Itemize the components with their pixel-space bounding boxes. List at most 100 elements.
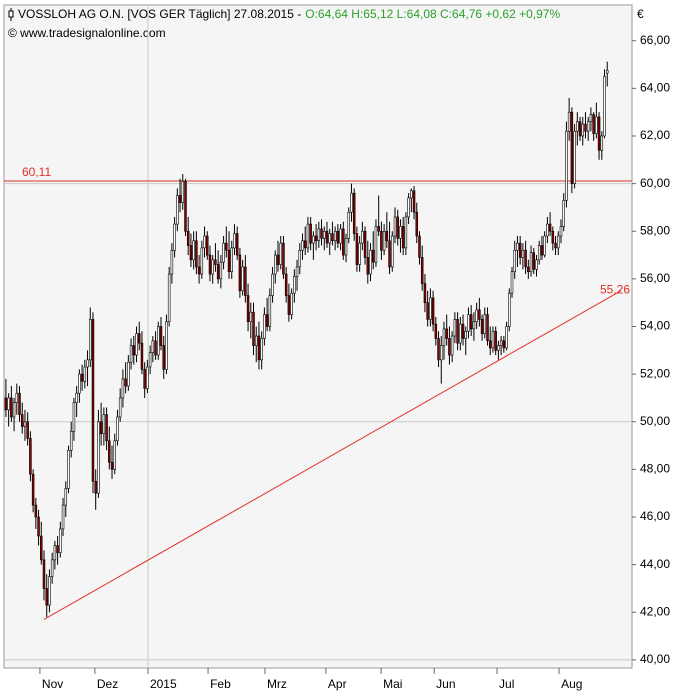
candle-body — [510, 271, 514, 294]
candle-body — [404, 216, 408, 249]
candle-body — [118, 397, 122, 418]
candle-body — [491, 330, 495, 349]
candle-body — [61, 504, 65, 530]
candle-body — [124, 378, 127, 387]
candle-body — [323, 230, 326, 239]
candle-body — [67, 450, 70, 489]
candle-body — [140, 342, 144, 370]
candle-body — [576, 121, 579, 132]
candle-body — [423, 283, 427, 303]
candle-body — [37, 516, 40, 537]
candle-body — [287, 295, 291, 315]
candle-body — [529, 252, 533, 273]
candle-body — [284, 273, 288, 296]
candle-body — [263, 314, 266, 339]
candle-body — [344, 238, 348, 256]
candle-body — [244, 266, 247, 296]
candle-body — [306, 223, 310, 249]
candle-body — [415, 211, 419, 237]
candle-body — [320, 228, 323, 239]
candle-body — [203, 235, 206, 249]
candle-body — [532, 252, 536, 270]
candle-body — [317, 228, 321, 242]
candle-body — [524, 249, 527, 268]
candle-body — [535, 259, 538, 270]
candle-body — [429, 297, 432, 320]
candle-body — [494, 330, 497, 351]
candle-body — [554, 242, 557, 249]
candle-body — [374, 226, 378, 263]
candle-body — [597, 116, 601, 151]
candle-body — [132, 345, 136, 356]
y-tick-label: 66,00 — [640, 33, 670, 47]
candle-body — [53, 545, 57, 561]
candle-body — [31, 473, 35, 506]
candle-body — [137, 333, 141, 344]
candle-body — [7, 397, 10, 411]
candle-body — [113, 440, 116, 470]
candle-body — [339, 228, 342, 244]
candle-body — [268, 295, 272, 327]
y-tick-label: 42,00 — [640, 604, 670, 618]
candle-body — [99, 421, 103, 434]
candle-body — [34, 504, 38, 518]
candle-body — [249, 311, 253, 323]
candle-body — [546, 223, 549, 237]
candle-body — [48, 576, 51, 606]
symbol-icon — [8, 8, 14, 21]
candle-body — [23, 421, 27, 427]
candle-body — [167, 273, 171, 323]
source: © www.tradesignalonline.com — [8, 26, 166, 40]
candle-body — [431, 297, 435, 325]
candle-body — [75, 392, 78, 404]
candle-body — [162, 345, 165, 370]
candle-body — [206, 235, 209, 256]
candle-body — [235, 233, 239, 256]
candle-body — [254, 335, 258, 346]
candle-body — [342, 228, 345, 256]
candle-body — [605, 69, 609, 74]
candle-body — [548, 223, 552, 232]
candle-body — [129, 345, 133, 363]
candle-body — [333, 230, 337, 242]
candle-body — [442, 328, 446, 346]
candle-body — [521, 249, 525, 258]
candle-body — [298, 249, 302, 268]
candle-body — [94, 480, 97, 494]
candle-body — [567, 111, 571, 132]
candle-body — [401, 226, 405, 249]
candle-body — [192, 240, 195, 261]
candle-body — [420, 257, 424, 284]
candle-body — [69, 430, 73, 451]
candle-body — [178, 195, 182, 203]
candle-body — [246, 295, 250, 323]
candle-body — [589, 114, 593, 122]
candle-body — [252, 311, 255, 346]
candle-body — [388, 240, 391, 268]
candle-body — [260, 338, 263, 361]
candle-body — [12, 402, 16, 418]
candle-body — [64, 488, 68, 506]
candle-body — [426, 302, 429, 320]
candle-body — [29, 438, 32, 475]
plot-area — [3, 4, 633, 669]
candle-body — [363, 230, 367, 258]
x-tick-label: Jul — [499, 677, 514, 691]
y-tick-label: 40,00 — [640, 652, 670, 666]
candle-body — [464, 330, 468, 339]
candle-body — [380, 230, 383, 251]
candle-body — [570, 111, 574, 184]
candle-body — [527, 266, 530, 273]
candle-body — [578, 121, 582, 137]
candle-body — [603, 76, 606, 137]
candle-body — [216, 264, 220, 280]
candle-body — [497, 345, 500, 351]
candle-body — [257, 335, 261, 361]
candle-body — [157, 326, 160, 356]
candle-body — [200, 247, 204, 275]
candle-body — [50, 559, 54, 577]
candle-body — [382, 230, 386, 251]
candle-body — [56, 545, 59, 554]
